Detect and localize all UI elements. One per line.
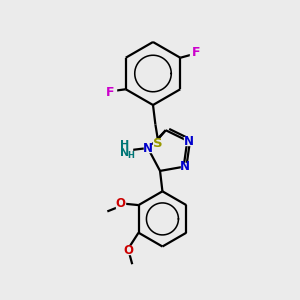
Text: S: S [153,136,163,150]
Text: O: O [116,197,125,210]
Bar [144,145,153,152]
Text: F: F [192,46,200,59]
Bar [181,163,190,170]
Bar [153,139,163,147]
Text: H: H [128,151,134,160]
Bar [124,246,133,254]
Text: O: O [123,244,133,256]
Bar [116,200,125,208]
Bar [184,137,193,145]
Bar [116,145,132,155]
Text: N: N [120,148,130,158]
Text: N: N [180,160,190,173]
Text: N: N [143,142,153,155]
Bar [104,87,116,97]
Text: N: N [184,135,194,148]
Text: F: F [106,86,114,99]
Text: H: H [120,140,130,150]
Bar [190,47,202,57]
